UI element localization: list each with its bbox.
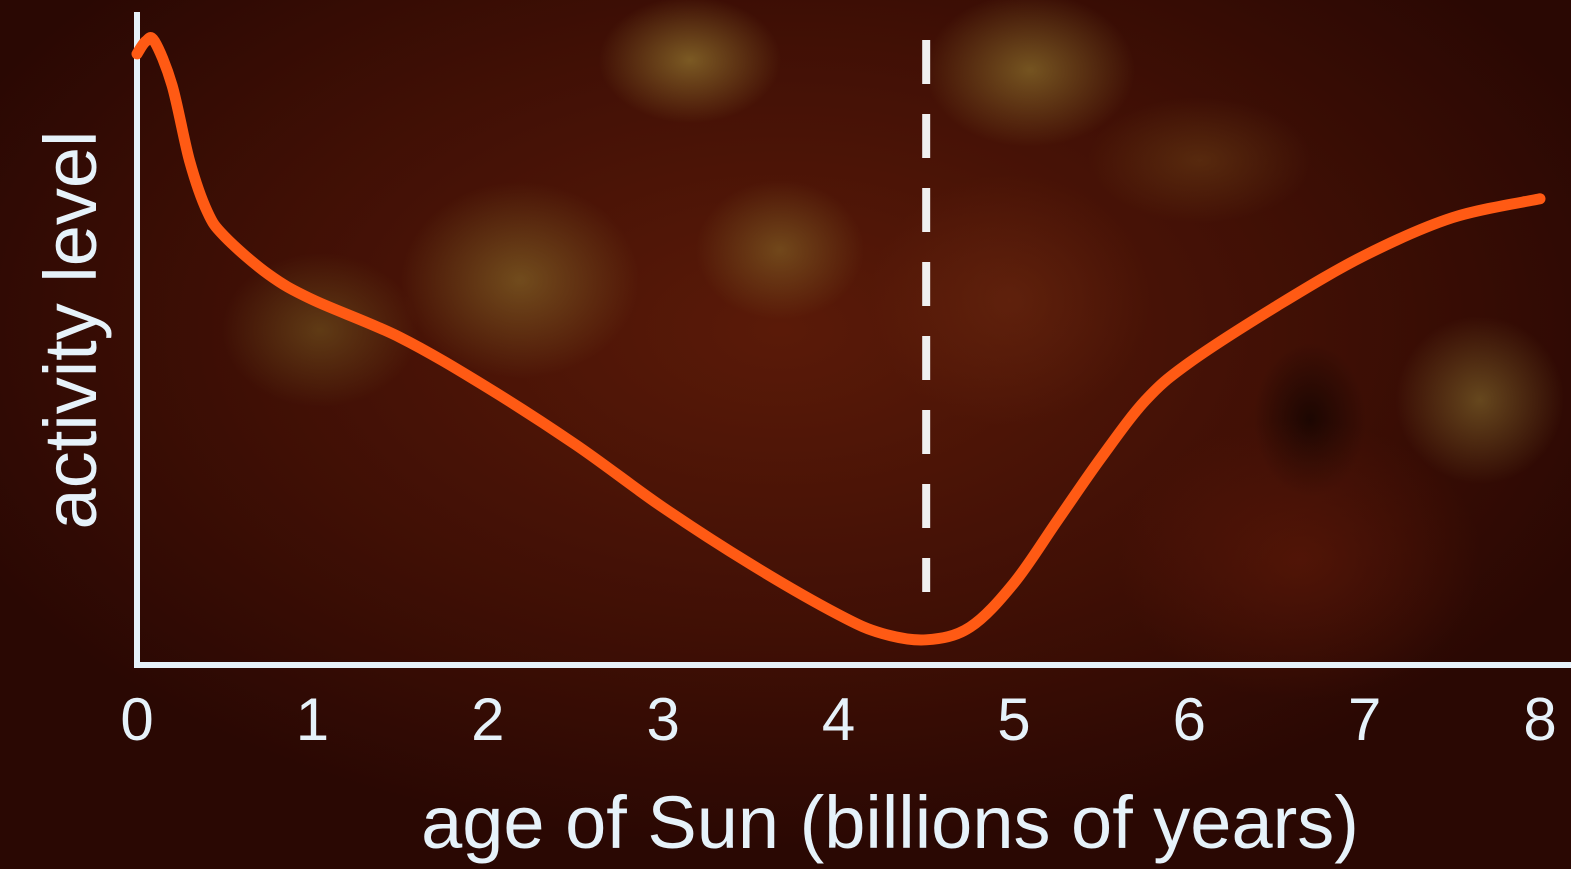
activity-series-line-0	[131, 32, 1546, 646]
x-tick-label: 6	[1173, 686, 1206, 753]
x-tick-label: 0	[120, 686, 153, 753]
x-tick-label: 3	[646, 686, 679, 753]
x-tick-label: 2	[471, 686, 504, 753]
series-layer	[131, 32, 1546, 646]
x-tick-label: 7	[1348, 686, 1381, 753]
x-tick-labels: 0 1 2 3 4 5 6 7 8	[120, 686, 1556, 753]
x-tick-label: 1	[296, 686, 329, 753]
axes	[134, 12, 1571, 668]
x-tick-label: 5	[997, 686, 1030, 753]
x-tick-label: 4	[822, 686, 855, 753]
x-axis-label: age of Sun (billions of years)	[421, 781, 1359, 864]
y-axis-label: activity level	[29, 131, 112, 530]
x-tick-label: 8	[1523, 686, 1556, 753]
